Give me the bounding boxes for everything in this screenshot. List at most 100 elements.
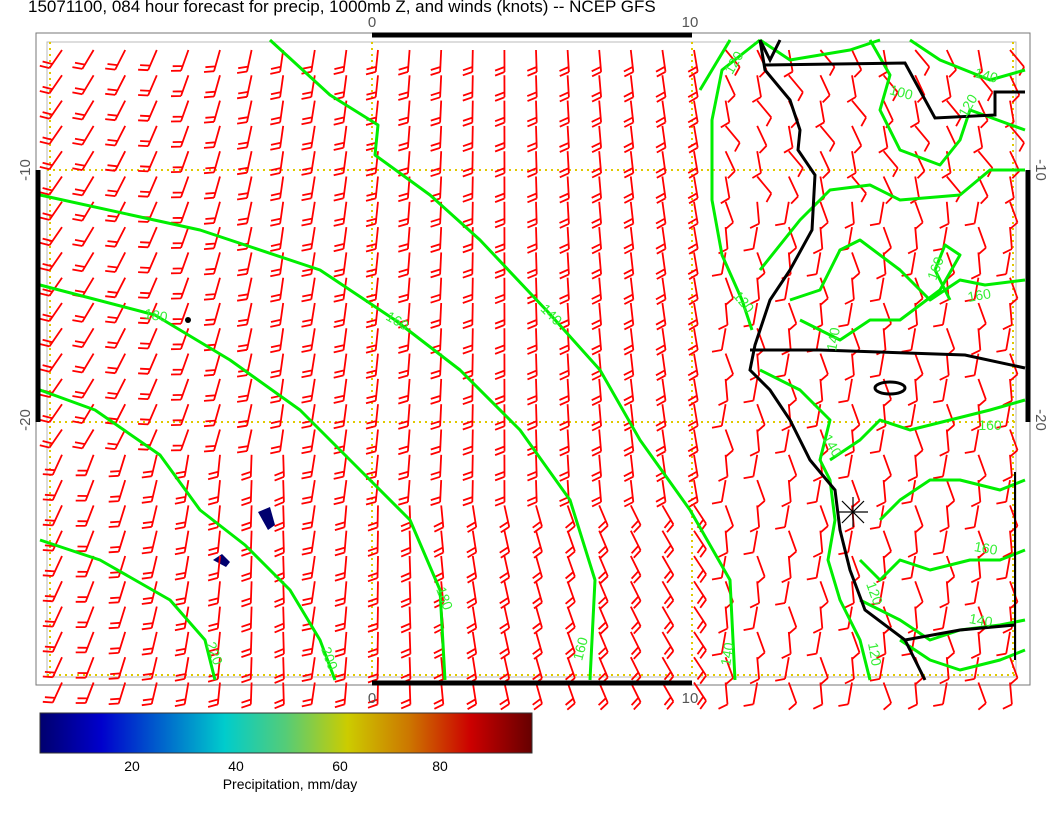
wind-barb (743, 226, 759, 252)
wind-barb (977, 302, 987, 331)
wind-barb (964, 277, 980, 303)
wind-barb (532, 505, 543, 534)
wind-barb (851, 100, 867, 127)
wind-barb (333, 75, 348, 101)
contour-label: 220 (203, 640, 226, 668)
wind-barb (724, 429, 734, 458)
height-contour (909, 38, 1026, 82)
wind-barb (170, 327, 190, 351)
wind-barb (819, 656, 829, 686)
wind-barb (72, 302, 95, 323)
wind-barb (591, 201, 602, 229)
wind-barb (711, 328, 727, 353)
wind-barb (174, 631, 190, 657)
wind-barb (466, 530, 478, 559)
wind-barb (72, 125, 95, 146)
wind-barb (844, 353, 855, 381)
wind-barb (108, 631, 127, 655)
wind-barb (398, 378, 411, 405)
wind-barb (623, 49, 635, 78)
wind-barb (882, 454, 892, 483)
wind-barb (819, 74, 831, 104)
left-tick: -10 (17, 159, 34, 181)
wind-barb (499, 581, 511, 610)
wind-barb (693, 606, 707, 634)
wind-barb (499, 530, 511, 559)
wind-barb (749, 201, 760, 229)
wind-barb (718, 530, 729, 558)
wind-barb (775, 277, 790, 303)
wind-barb (141, 682, 158, 707)
wind-barb (878, 125, 889, 154)
wind-barb (591, 454, 602, 482)
wind-barb (367, 682, 379, 709)
wind-barb (138, 252, 158, 274)
wind-barb (72, 100, 95, 121)
wind-barb (462, 49, 474, 77)
wind-barb (559, 429, 570, 457)
wind-barb (170, 353, 190, 376)
wind-barb (526, 378, 538, 406)
wind-barb (333, 201, 348, 227)
wind-barb (270, 302, 285, 328)
wind-barb (466, 581, 478, 609)
wind-barb (301, 302, 316, 328)
wind-barb (1009, 505, 1019, 534)
wind-barb (174, 505, 190, 530)
wind-barb (466, 657, 478, 685)
wind-barb (559, 125, 570, 153)
wind-barb (462, 201, 474, 228)
wind-barb (236, 277, 253, 302)
wind-barb (203, 100, 221, 124)
wind-barb (812, 302, 824, 331)
wind-barb (693, 530, 707, 558)
height-contour (39, 283, 447, 681)
wind-barb (623, 75, 635, 103)
wind-barb (623, 378, 635, 407)
wind-barb (775, 505, 790, 530)
wind-barb (838, 454, 853, 480)
wind-barb (333, 454, 348, 480)
wind-barb (333, 479, 348, 506)
wind-barb (687, 378, 699, 407)
wind-barb (1009, 150, 1021, 179)
wind-barb (939, 201, 950, 229)
wind-barb (430, 125, 443, 152)
wind-barb (333, 226, 348, 253)
wind-barb (141, 454, 158, 479)
wind-barb (203, 403, 221, 428)
wind-barb (591, 227, 602, 255)
wind-barb (591, 328, 602, 356)
wind-barb (591, 151, 602, 179)
wind-barb (812, 606, 824, 634)
wind-barb (138, 49, 158, 72)
wind-barb (687, 429, 699, 458)
contour-label: 120 (865, 641, 885, 667)
wind-barb (365, 75, 379, 101)
wind-barb (882, 150, 899, 178)
wind-barb (105, 226, 127, 248)
coastline (748, 39, 927, 681)
wind-barb (499, 606, 511, 635)
wind-barb (494, 277, 506, 305)
wind-barb (882, 226, 892, 255)
wind-barb (775, 581, 790, 606)
wind-barb (301, 151, 316, 176)
wind-barb (559, 404, 570, 432)
wind-barb (869, 429, 885, 454)
wind-barb (1002, 302, 1013, 331)
wind-barb (174, 657, 190, 682)
wind-barb (623, 201, 635, 230)
wind-barb (526, 404, 538, 431)
wind-barb (203, 75, 221, 99)
wind-barb (462, 227, 474, 254)
wind-barb (1009, 353, 1019, 382)
wind-barb (933, 302, 948, 328)
wind-barb (756, 125, 768, 154)
wind-barb (756, 403, 766, 433)
wind-barb (462, 277, 474, 304)
wind-barb (494, 252, 506, 279)
wind-barb (1009, 201, 1019, 230)
wind-barb (559, 176, 570, 204)
wind-barb (241, 682, 253, 709)
